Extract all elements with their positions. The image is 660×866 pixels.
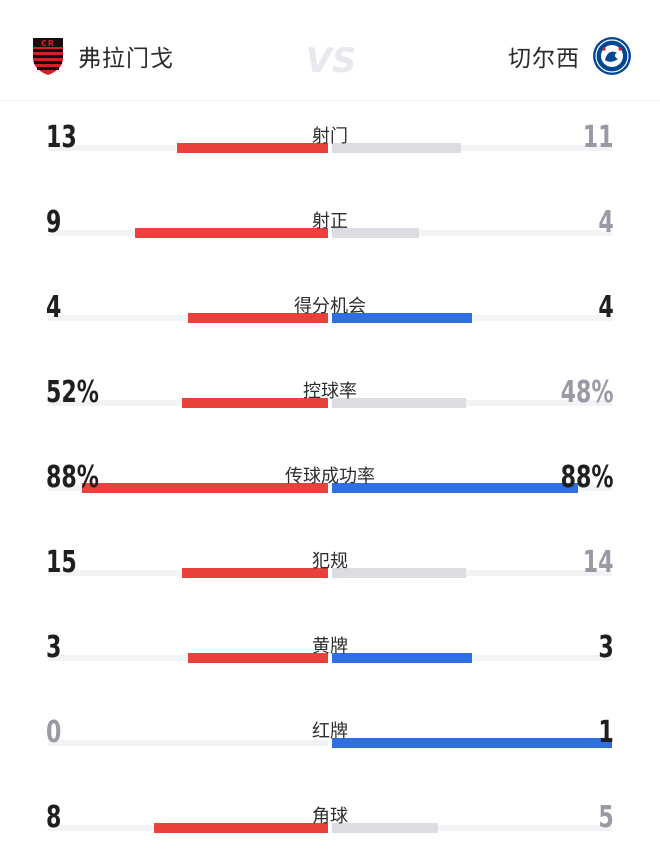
away-stat-value: 4 [598,290,614,325]
stat-row: 88% 88% 传球成功率 [0,454,660,518]
away-stat-value: 88% [561,460,614,495]
stat-row: 52% 48% 控球率 [0,369,660,433]
stat-label: 角球 [312,806,348,827]
away-stat-track [332,145,612,151]
home-stat-bar [135,228,328,238]
home-stat-bar [188,653,328,663]
stat-row: 9 4 射正 [0,199,660,263]
stat-row: 4 4 得分机会 [0,284,660,348]
stat-row: 3 3 黄牌 [0,624,660,688]
away-stat-track [332,825,612,831]
away-team-name: 切尔西 [508,46,580,72]
stat-label: 黄牌 [312,636,348,657]
away-stat-value: 48% [561,375,614,410]
svg-text:VS: VS [306,41,357,78]
away-team[interactable]: 切尔西 [508,36,632,76]
away-stat-track [332,400,612,406]
header-divider [0,100,660,101]
vs-icon: VS [306,41,357,78]
stat-row: 15 14 犯规 [0,539,660,603]
stat-label: 红牌 [312,721,348,742]
chelsea-crest-icon [593,37,631,75]
match-header: CR 弗拉门戈 VS 切尔西 [0,0,660,112]
away-stat-bar [332,568,466,578]
flamengo-crest-icon: CR [33,38,63,75]
away-stat-bar [332,398,466,408]
stat-row: 0 1 红牌 [0,709,660,773]
home-team[interactable]: CR 弗拉门戈 [30,36,174,76]
stat-label: 传球成功率 [285,466,375,487]
away-stat-track [332,655,612,661]
home-stat-bar [177,143,328,153]
away-stat-value: 14 [583,545,614,580]
away-stat-bar [332,228,419,238]
away-stat-track [332,230,612,236]
stat-label: 射门 [312,126,348,147]
away-stat-value: 4 [598,205,614,240]
away-stat-value: 11 [583,120,614,155]
svg-text:CR: CR [41,39,55,48]
stat-label: 控球率 [303,381,357,402]
away-stat-bar [332,143,461,153]
home-stat-track [48,740,328,746]
home-stat-value: 52% [46,375,99,410]
away-stat-bar [332,823,438,833]
away-stat-bar [332,738,612,748]
away-stat-value: 5 [598,800,614,835]
home-team-name: 弗拉门戈 [78,46,174,72]
home-stat-bar [182,568,328,578]
home-stat-value: 3 [46,630,62,665]
home-stat-bar [182,398,328,408]
stat-label: 犯规 [312,551,348,572]
away-stat-bar [332,313,472,323]
home-stat-value: 88% [46,460,99,495]
home-stat-bar [154,823,328,833]
away-stat-value: 1 [598,715,614,750]
home-stat-bar [82,483,328,493]
stat-label: 射正 [312,211,348,232]
away-stat-bar [332,653,472,663]
stat-label: 得分机会 [294,296,366,317]
home-stat-value: 8 [46,800,62,835]
away-stat-track [332,315,612,321]
away-stat-bar [332,483,578,493]
stat-row: 8 5 角球 [0,794,660,858]
home-stat-value: 13 [46,120,77,155]
home-stat-value: 9 [46,205,62,240]
away-stat-track [332,570,612,576]
home-stat-value: 0 [46,715,62,750]
home-stat-value: 15 [46,545,77,580]
away-stat-value: 3 [598,630,614,665]
stat-row: 13 11 射门 [0,114,660,178]
home-stat-bar [188,313,328,323]
home-stat-value: 4 [46,290,62,325]
